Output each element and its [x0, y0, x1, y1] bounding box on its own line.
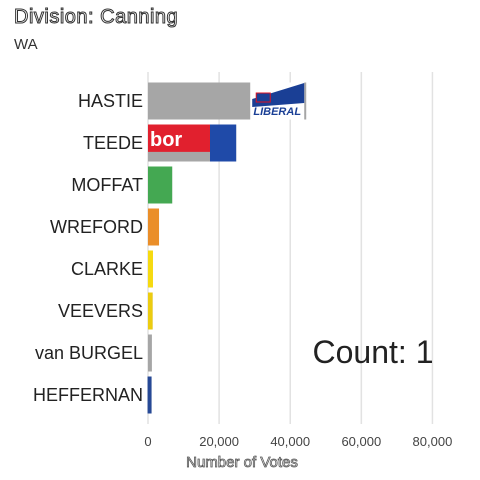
- x-axis-label: Number of Votes: [186, 454, 298, 471]
- party-logo: LIBERAL: [250, 82, 305, 120]
- party-logo: bor: [148, 124, 237, 162]
- category-label: VEEVERS: [58, 301, 143, 321]
- category-label: MOFFAT: [71, 175, 143, 195]
- party-logo: [147, 376, 152, 414]
- bar-group: [148, 166, 173, 204]
- x-tick-label: 60,000: [341, 434, 381, 449]
- x-tick-labels: 0 20,000 40,000 60,000 80,000: [144, 434, 452, 449]
- x-tick-label: 20,000: [199, 434, 239, 449]
- party-logo: [148, 208, 160, 246]
- count-annotation: Count: 1: [313, 334, 434, 370]
- bar-group: [147, 376, 152, 414]
- category-labels: HASTIE TEEDE MOFFAT WREFORD CLARKE VEEVERS van…: [33, 91, 143, 405]
- bars: LIBERAL bor: [147, 82, 307, 414]
- bar-group: [148, 208, 160, 246]
- x-tick-label: 80,000: [413, 434, 453, 449]
- bar: [148, 334, 152, 372]
- category-label: van BURGEL: [35, 343, 143, 363]
- bar-group: [148, 292, 153, 330]
- bar-group: bor: [148, 124, 237, 162]
- category-label: HEFFERNAN: [33, 385, 143, 405]
- party-logo-text: bor: [150, 129, 182, 151]
- party-logo: [148, 250, 153, 288]
- party-logo: [148, 292, 153, 330]
- bar-group: LIBERAL: [148, 82, 307, 120]
- category-label: HASTIE: [78, 91, 143, 111]
- bar-group: [148, 334, 152, 372]
- category-label: TEEDE: [83, 133, 143, 153]
- bar-group: [148, 250, 153, 288]
- category-label: CLARKE: [71, 259, 143, 279]
- chart-subtitle: WA: [14, 36, 38, 53]
- party-logo-text: LIBERAL: [253, 106, 301, 118]
- party-logo: [148, 166, 173, 204]
- x-tick-label: 0: [144, 434, 151, 449]
- x-tick-label: 40,000: [270, 434, 310, 449]
- chart-title: Division: Canning: [13, 6, 179, 29]
- category-label: WREFORD: [50, 217, 143, 237]
